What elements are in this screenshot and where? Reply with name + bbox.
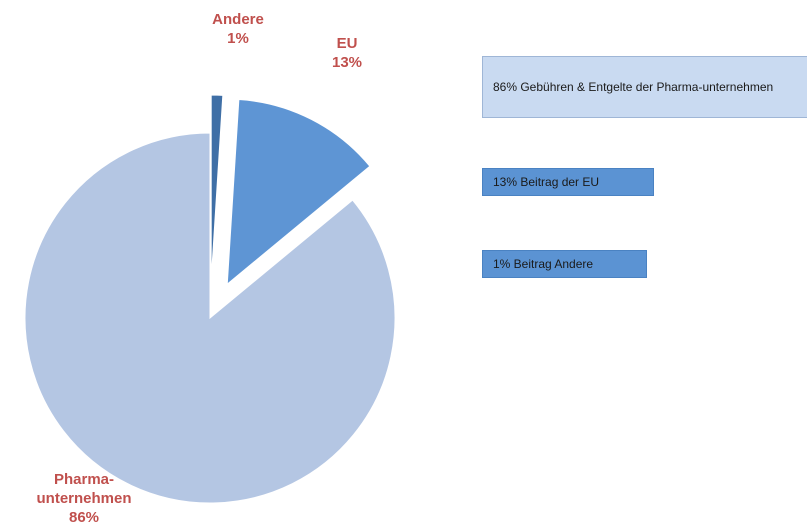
slice-label-eu-value: 13% [331, 54, 363, 71]
slice-label-pharma-name-1: Pharma- [53, 471, 115, 488]
slice-label-andere: Andere 1% [212, 10, 264, 48]
legend-entry-andere-text: 1% Beitrag Andere [493, 256, 594, 271]
slice-label-pharma: Pharma- unternehmen 86% [36, 470, 131, 527]
pie-slice-pharma [24, 132, 396, 504]
legend-entry-andere: 1% Beitrag Andere [482, 250, 647, 278]
pie-slice-eu [226, 98, 371, 286]
slice-label-andere-value: 1% [227, 30, 249, 47]
slice-label-pharma-value: 86% [68, 509, 100, 526]
slice-label-pharma-name-2: unternehmen [36, 490, 132, 507]
slice-label-eu-name: EU [336, 35, 358, 52]
legend-entry-pharma-text: 86% Gebühren & Entgelte der Pharma-unter… [493, 79, 774, 94]
pie-slice-andere [210, 94, 224, 281]
legend-entry-eu-text: 13% Beitrag der EU [493, 174, 600, 189]
legend-entry-eu: 13% Beitrag der EU [482, 168, 654, 196]
slice-label-andere-name: Andere [212, 11, 264, 28]
legend-entry-pharma: 86% Gebühren & Entgelte der Pharma-unter… [482, 56, 807, 118]
slice-label-eu: EU 13% [332, 34, 362, 72]
